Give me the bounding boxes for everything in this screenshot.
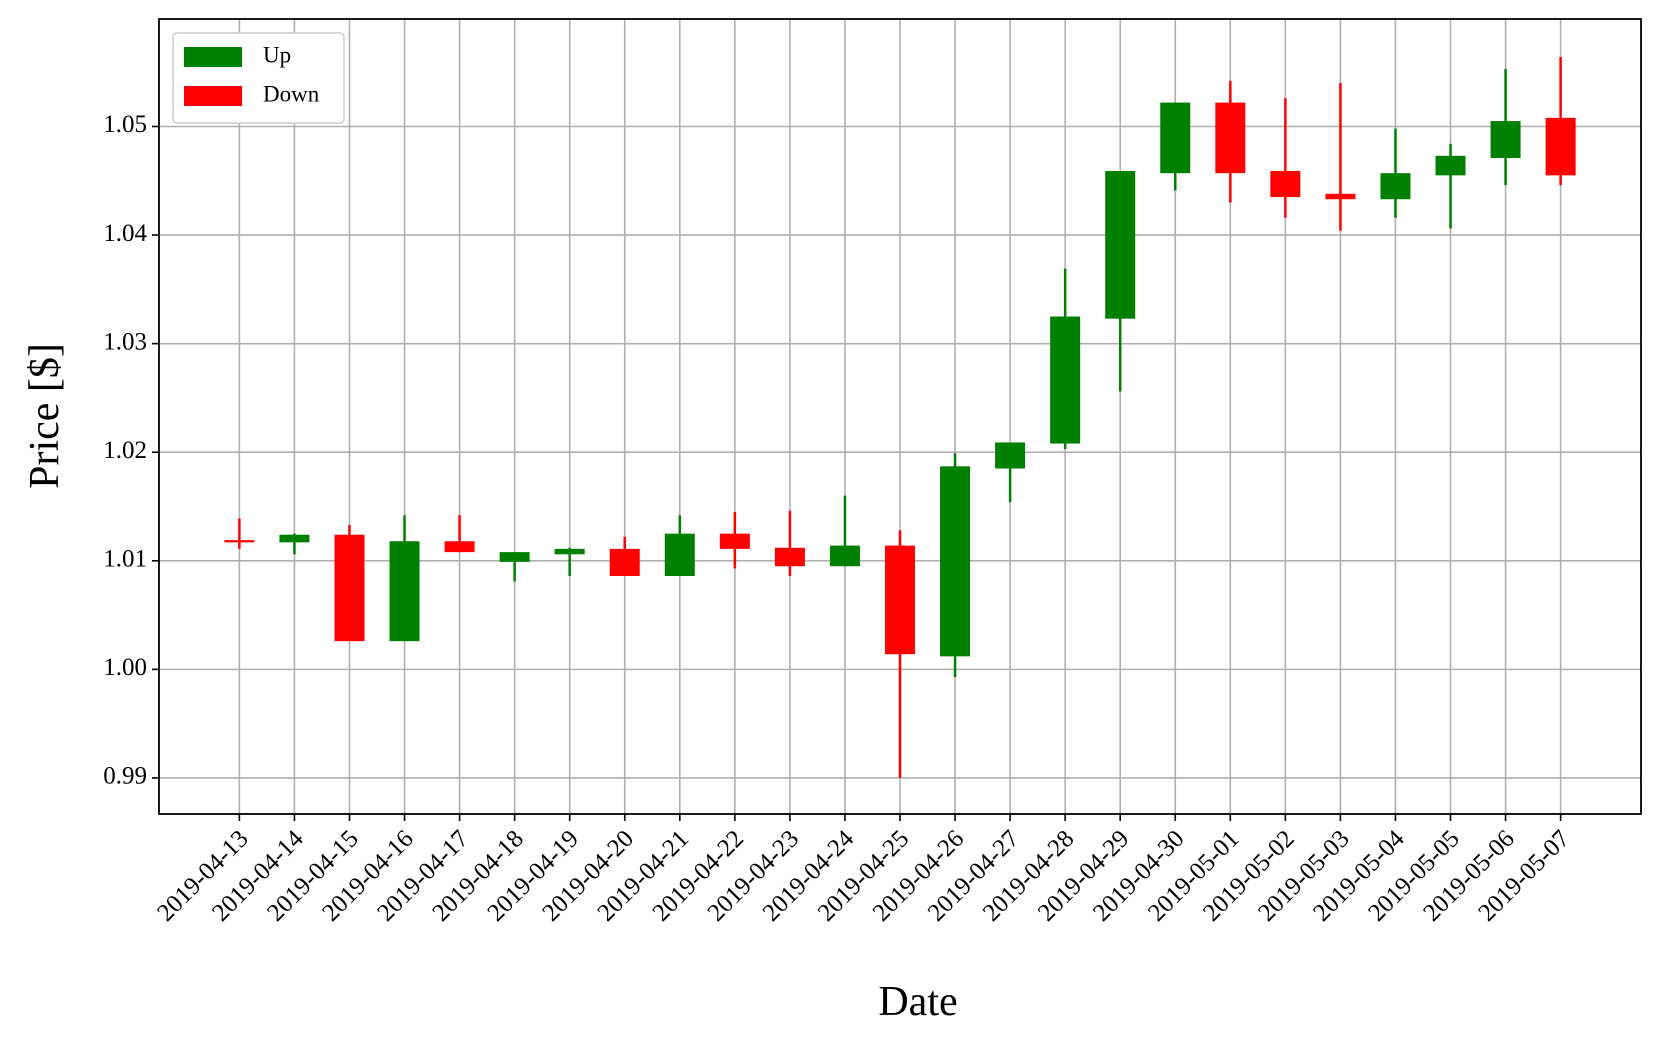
y-tick-label: 1.03 [103, 328, 147, 355]
y-tick-label: 1.04 [103, 220, 147, 247]
y-tick-label: 1.00 [103, 654, 147, 681]
plot-frame [158, 18, 1642, 815]
legend-label: Down [263, 81, 320, 106]
candle-body [719, 533, 750, 549]
y-tick-label: 1.05 [103, 111, 147, 138]
candle-body [1545, 117, 1576, 176]
candle-body [609, 548, 640, 576]
y-tick-label: 1.02 [103, 437, 147, 464]
candle-body [1105, 171, 1136, 319]
legend-swatch [184, 47, 242, 67]
legend-box [172, 32, 345, 124]
candle-body [1160, 102, 1191, 174]
candle-body [885, 545, 915, 655]
candle-body [1435, 155, 1466, 176]
y-axis-label: Price [$] [22, 343, 68, 489]
candle-body [224, 540, 255, 543]
y-tick-label: 0.99 [103, 763, 147, 790]
candle-body [389, 541, 420, 642]
candle-body [940, 466, 971, 657]
candle-body [995, 442, 1026, 469]
candle-body [829, 545, 860, 567]
legend: Up Down [172, 32, 345, 124]
x-axis-label: Date [878, 979, 957, 1025]
candle-body [334, 534, 365, 642]
candle-body [1490, 121, 1521, 158]
candle-body [1325, 193, 1356, 200]
candle-body [1270, 171, 1301, 198]
candle-body [279, 534, 310, 543]
candle-body [1215, 102, 1246, 174]
y-tick-label: 1.01 [103, 546, 147, 573]
candle-body [1380, 173, 1411, 200]
candle-body [444, 541, 475, 553]
candle-body [664, 533, 695, 576]
legend-label: Up [263, 42, 291, 67]
candle-body [499, 552, 530, 562]
legend-swatch [184, 86, 242, 106]
candle-body [554, 548, 585, 555]
candle-body [1050, 316, 1081, 444]
candle-body [774, 547, 805, 567]
